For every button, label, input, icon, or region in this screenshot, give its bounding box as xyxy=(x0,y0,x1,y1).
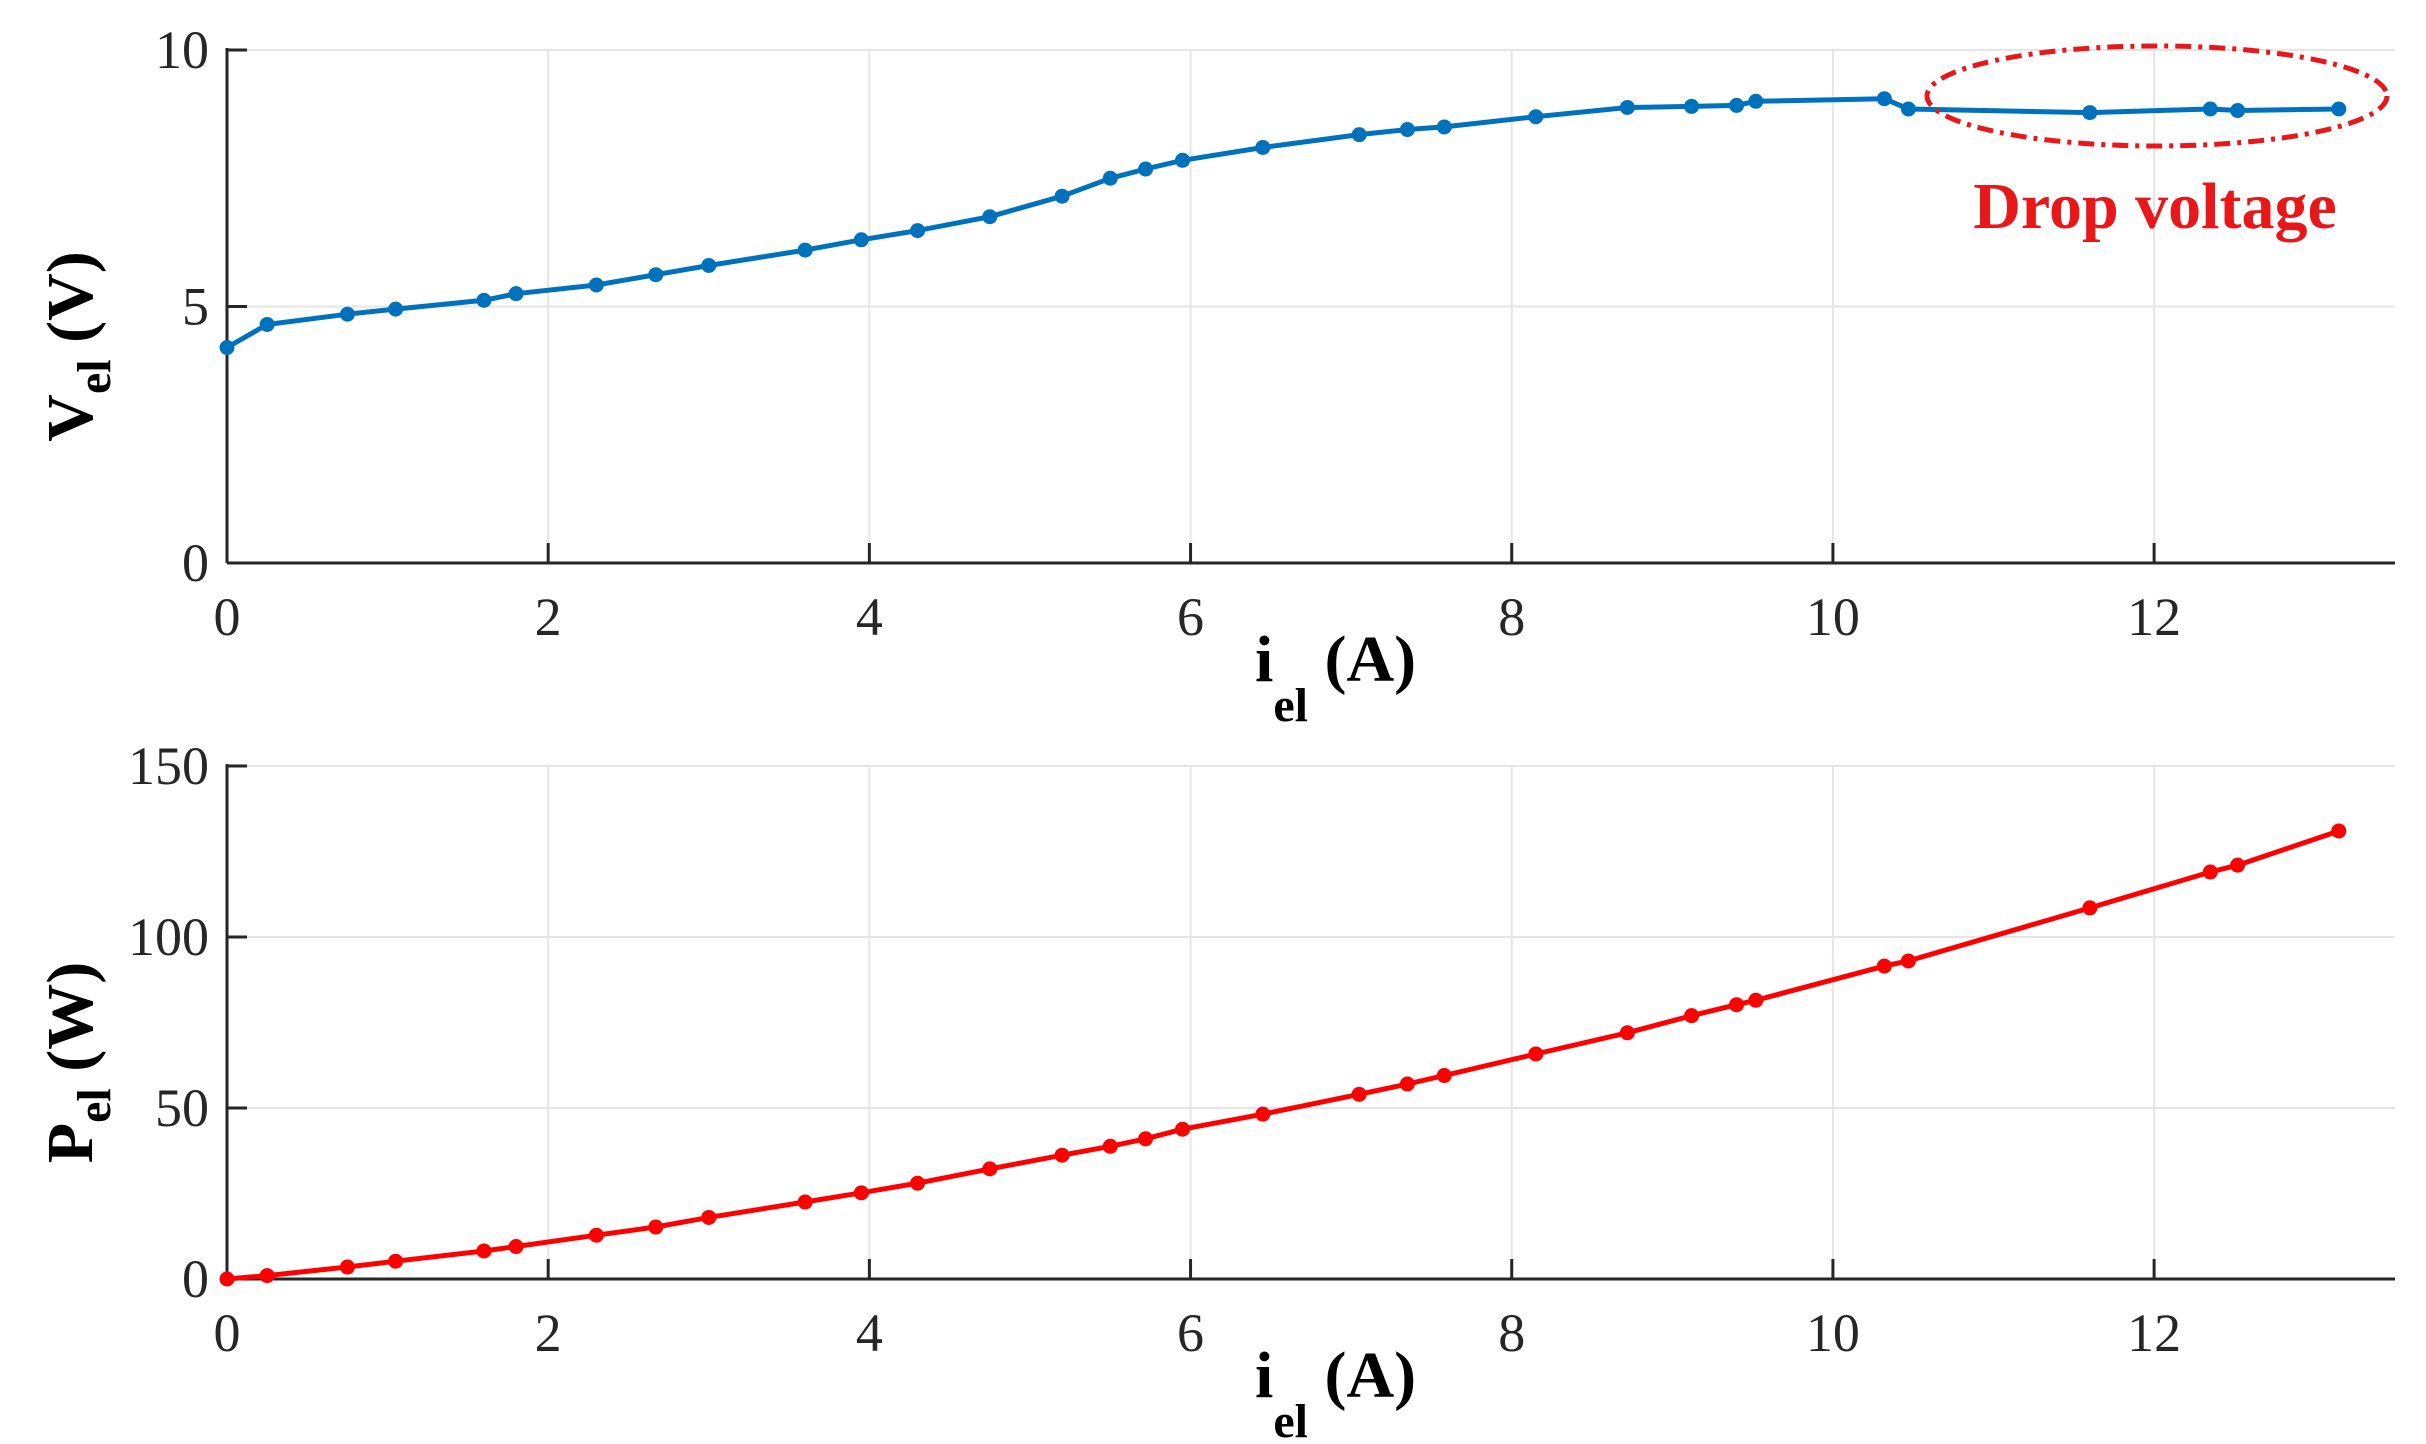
power-data-point xyxy=(1528,1046,1544,1062)
power-data-point xyxy=(1399,1076,1415,1092)
power-x-tick-label: 8 xyxy=(1498,1303,1525,1363)
power-data-point xyxy=(476,1243,492,1259)
power-data-point xyxy=(1748,992,1764,1008)
power-data-point xyxy=(1054,1147,1070,1163)
voltage-data-point xyxy=(1436,119,1452,135)
power-data-point xyxy=(701,1209,717,1225)
voltage-x-tick-label: 10 xyxy=(1806,587,1860,647)
voltage-data-point xyxy=(1102,170,1118,186)
power-data-point xyxy=(648,1219,664,1235)
voltage-data-point xyxy=(1876,91,1892,107)
power-data-point xyxy=(1900,953,1916,969)
power-x-tick-label: 4 xyxy=(856,1303,883,1363)
voltage-data-point xyxy=(588,277,604,293)
power-data-point xyxy=(1351,1086,1367,1102)
voltage-data-point xyxy=(1900,101,1916,117)
drop-voltage-label: Drop voltage xyxy=(1973,170,2337,243)
voltage-data-point xyxy=(701,257,717,273)
voltage-data-point xyxy=(219,340,235,356)
power-data-point xyxy=(1619,1025,1635,1041)
voltage-data-point xyxy=(797,242,813,258)
voltage-data-point xyxy=(1399,122,1415,138)
voltage-data-point xyxy=(388,301,404,317)
voltage-x-tick-label: 2 xyxy=(535,587,562,647)
voltage-y-tick-label: 10 xyxy=(155,20,209,80)
power-panel: 0 2 4 6 8 10 12 0 50 100 150 iel (A) Pel (W) xyxy=(34,736,2395,1444)
voltage-x-tick-label: 6 xyxy=(1177,587,1204,647)
voltage-x-axis-label: iel (A) xyxy=(1255,623,1416,732)
power-y-tick-label: 100 xyxy=(128,907,209,967)
power-data-point xyxy=(2202,864,2218,880)
voltage-y-tick-label: 5 xyxy=(182,277,209,337)
power-data-point xyxy=(1436,1068,1452,1084)
power-data-point xyxy=(2331,823,2347,839)
voltage-data-point xyxy=(339,306,355,322)
voltage-data-point xyxy=(1175,152,1191,168)
voltage-data-point xyxy=(1729,97,1745,113)
power-data-point xyxy=(910,1175,926,1191)
voltage-y-tick-label: 0 xyxy=(182,533,209,593)
power-data-point xyxy=(388,1253,404,1269)
power-data-point xyxy=(1102,1138,1118,1154)
voltage-data-point xyxy=(853,232,869,248)
power-data-point xyxy=(339,1259,355,1275)
drop-voltage-ellipse xyxy=(1924,43,2390,149)
power-data-point xyxy=(2230,857,2246,873)
voltage-data-point xyxy=(2202,101,2218,117)
power-data-point xyxy=(1255,1106,1271,1122)
power-y-axis-label: Pel (W) xyxy=(34,962,121,1163)
voltage-data-point xyxy=(1619,99,1635,115)
voltage-series-line xyxy=(225,96,2339,350)
power-data-point xyxy=(2082,900,2098,916)
voltage-x-tick-label: 12 xyxy=(2127,587,2181,647)
voltage-x-tick-label: 4 xyxy=(856,587,883,647)
voltage-data-point xyxy=(648,267,664,283)
voltage-data-point xyxy=(910,223,926,239)
voltage-data-point xyxy=(259,316,275,332)
power-y-tick-label: 50 xyxy=(155,1078,209,1138)
power-data-point xyxy=(1684,1008,1700,1024)
voltage-data-point xyxy=(1528,109,1544,125)
voltage-data-point xyxy=(982,209,998,225)
power-x-tick-label: 6 xyxy=(1177,1303,1204,1363)
power-x-tick-label: 12 xyxy=(2127,1303,2181,1363)
voltage-data-point xyxy=(508,286,524,302)
power-data-point xyxy=(1876,958,1892,974)
power-data-point xyxy=(853,1185,869,1201)
power-x-tick-label: 10 xyxy=(1806,1303,1860,1363)
power-data-point xyxy=(1138,1131,1154,1147)
voltage-x-tick-label: 0 xyxy=(214,587,241,647)
voltage-data-point xyxy=(2082,105,2098,121)
power-x-axis-label: iel (A) xyxy=(1255,1339,1416,1444)
voltage-data-point xyxy=(1054,188,1070,204)
voltage-data-point xyxy=(1684,98,1700,114)
power-y-tick-label: 150 xyxy=(128,736,209,796)
power-data-point xyxy=(982,1161,998,1177)
power-data-point xyxy=(508,1239,524,1255)
power-series-line xyxy=(226,828,2340,1282)
voltage-data-point xyxy=(1351,127,1367,143)
power-data-point xyxy=(219,1271,235,1287)
voltage-x-tick-label: 8 xyxy=(1498,587,1525,647)
voltage-data-point xyxy=(2230,103,2246,119)
power-data-point xyxy=(259,1268,275,1284)
power-x-tick-label: 0 xyxy=(214,1303,241,1363)
voltage-data-point xyxy=(1255,139,1271,155)
power-data-point xyxy=(588,1227,604,1243)
power-data-point xyxy=(797,1194,813,1210)
power-y-tick-label: 0 xyxy=(182,1249,209,1309)
voltage-data-point xyxy=(2331,101,2347,117)
voltage-panel: 0 2 4 6 8 10 12 0 5 10 iel (A) Vel (V) Drop voltage xyxy=(34,20,2395,732)
voltage-y-axis-label: Vel (V) xyxy=(34,251,121,441)
power-data-point xyxy=(1175,1121,1191,1137)
power-x-tick-label: 2 xyxy=(535,1303,562,1363)
voltage-data-point xyxy=(1748,93,1764,109)
voltage-data-point xyxy=(476,292,492,308)
voltage-data-point xyxy=(1138,161,1154,177)
power-data-point xyxy=(1729,997,1745,1013)
